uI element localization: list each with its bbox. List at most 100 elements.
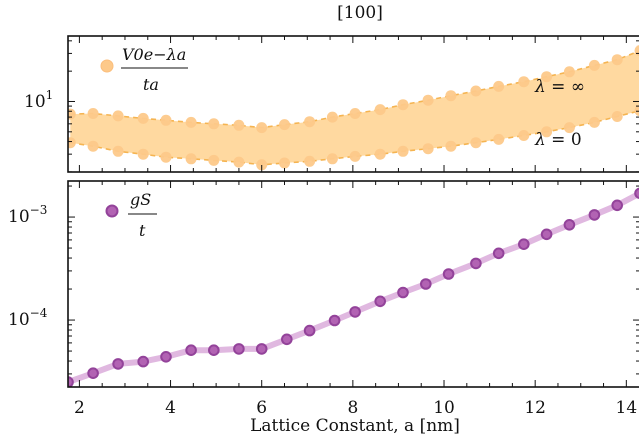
point-upper-23 — [611, 54, 623, 66]
gs-point-17 — [470, 257, 482, 270]
point-lower-10 — [304, 155, 316, 167]
top-legend: V0e−λa ta — [100, 45, 188, 94]
gs-point-21 — [563, 219, 576, 231]
point-lower-16 — [445, 140, 457, 152]
point-lower-6 — [208, 154, 220, 166]
svg-text:10−3: 10−3 — [8, 203, 47, 227]
point-upper-2 — [112, 110, 124, 122]
point-lower-2 — [112, 145, 124, 157]
gs-point-20 — [540, 228, 553, 241]
legend-marker-band — [100, 59, 114, 73]
x-tick-label: 4 — [165, 398, 176, 418]
point-lower-0 — [68, 137, 76, 149]
point-lower-22 — [588, 116, 600, 128]
top-series-points — [68, 45, 639, 171]
point-upper-13 — [374, 104, 386, 116]
point-upper-22 — [588, 59, 600, 71]
point-lower-21 — [563, 122, 575, 134]
bottom-plot-frame — [67, 180, 639, 388]
gs-point-19 — [518, 238, 530, 250]
point-lower-11 — [326, 153, 338, 165]
point-upper-16 — [445, 90, 457, 102]
svg-text:10−4: 10−4 — [8, 306, 48, 330]
annotation-lambda-zero: λ = 0 — [534, 130, 582, 150]
point-lower-9 — [279, 157, 290, 169]
point-upper-10 — [304, 116, 316, 128]
bottom-ytick-label-1e-3: 10−3 — [8, 203, 47, 227]
point-upper-14 — [397, 99, 409, 111]
gs-point-12 — [349, 306, 361, 318]
point-lower-5 — [185, 153, 197, 165]
point-upper-8 — [256, 122, 268, 134]
gs-point-11 — [328, 314, 341, 327]
point-lower-8 — [256, 159, 268, 171]
point-lower-1 — [87, 140, 99, 152]
legend-marker-gs — [105, 204, 119, 218]
point-lower-13 — [374, 148, 386, 160]
point-upper-21 — [563, 66, 575, 78]
point-upper-4 — [160, 114, 172, 126]
point-upper-20 — [541, 71, 553, 83]
x-axis-label: Lattice Constant, a [nm] — [250, 416, 460, 436]
gs-point-7 — [233, 343, 245, 355]
point-lower-23 — [611, 111, 623, 122]
bottom-series-points — [68, 187, 639, 387]
gs-point-23 — [611, 199, 624, 212]
gs-point-13 — [374, 295, 387, 308]
top-plot-frame — [67, 35, 639, 173]
gs-point-4 — [160, 351, 172, 363]
bottom-series-line — [68, 190, 639, 386]
x-tick-label: 12 — [524, 398, 546, 418]
point-upper-12 — [349, 108, 361, 119]
point-lower-15 — [422, 143, 434, 155]
bottom-ytick-label-1e-4: 10−4 — [8, 306, 48, 330]
bottom-legend: gS t — [105, 190, 157, 240]
x-tick-label: 2 — [74, 398, 85, 418]
point-upper-9 — [279, 119, 290, 131]
point-lower-12 — [349, 150, 361, 162]
point-lower-14 — [397, 145, 409, 157]
top-axis-ticks — [68, 36, 639, 173]
gs-point-6 — [208, 344, 220, 357]
point-upper-15 — [422, 94, 434, 106]
point-lower-17 — [470, 137, 482, 149]
point-lower-18 — [493, 133, 505, 145]
legend-numerator: V0e−λa — [122, 45, 186, 64]
x-tick-labels: 2 4 6 8 10 12 14 — [74, 398, 637, 418]
point-upper-3 — [137, 112, 149, 124]
gs-point-18 — [492, 247, 505, 260]
point-upper-18 — [493, 80, 505, 92]
bottom-panel: 10−3 10−4 gS t 2 4 6 8 10 12 14 Lattice Consta… — [8, 180, 639, 436]
gs-point-16 — [442, 268, 455, 280]
annotation-lambda-infinity: λ = ∞ — [534, 77, 585, 97]
svg-text:101: 101 — [24, 88, 53, 112]
gs-point-8 — [255, 343, 268, 355]
gs-point-3 — [137, 355, 149, 368]
point-upper-1 — [87, 108, 99, 119]
gs-point-14 — [397, 286, 409, 299]
point-lower-24 — [634, 105, 639, 117]
x-tick-label: 14 — [616, 398, 638, 418]
gs-point-22 — [588, 209, 601, 221]
point-upper-17 — [470, 85, 482, 97]
legend-denominator-gs: t — [139, 221, 146, 240]
gs-point-15 — [420, 278, 432, 290]
top-ytick-label: 101 — [24, 88, 53, 112]
chart-title: [100] — [337, 3, 383, 23]
legend-numerator-gs: gS — [130, 190, 151, 209]
point-upper-11 — [326, 111, 338, 123]
bottom-axis-ticks — [68, 181, 639, 387]
point-lower-7 — [233, 156, 245, 168]
gs-series-line — [68, 190, 639, 386]
gs-point-1 — [87, 367, 99, 380]
point-lower-19 — [518, 130, 530, 141]
gs-point-24 — [634, 187, 639, 200]
point-upper-0 — [68, 108, 76, 120]
point-upper-7 — [233, 119, 245, 131]
top-panel: 101 V0e−λa ta λ = ∞ λ = 0 — [24, 35, 639, 173]
x-tick-label: 8 — [347, 398, 358, 418]
gs-point-2 — [112, 358, 124, 370]
x-tick-label: 6 — [256, 398, 267, 418]
legend-denominator: ta — [143, 75, 159, 94]
